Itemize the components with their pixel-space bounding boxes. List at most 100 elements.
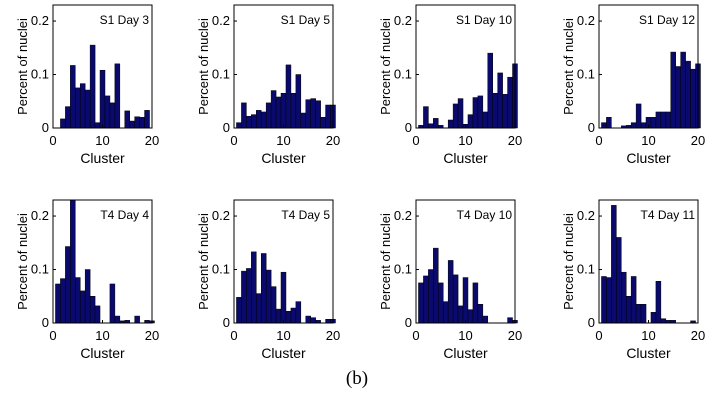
y-axis-label: Percent of nuclei <box>561 18 576 115</box>
x-tick-label: 20 <box>691 328 705 343</box>
bar <box>482 111 489 129</box>
x-axis-label: Cluster <box>443 150 488 166</box>
bar <box>428 123 434 129</box>
bar <box>492 92 498 129</box>
y-tick-label: 0 <box>405 120 412 135</box>
bar <box>260 111 267 129</box>
x-axis-label: Cluster <box>261 345 306 361</box>
bar <box>315 100 321 129</box>
bar <box>665 111 672 129</box>
x-tick-label: 0 <box>230 133 237 148</box>
bar <box>418 282 424 324</box>
bar <box>114 63 121 129</box>
y-axis-label: Percent of nuclei <box>378 213 393 310</box>
chart-panel: 0 10 20 0 0.1 0.2 S1 Day 3 Cluster Percent of nu… <box>15 4 159 166</box>
bar <box>616 237 622 324</box>
bar <box>246 115 252 129</box>
panel-title: T4 Day 5 <box>281 208 330 222</box>
y-axis-label: Percent of nuclei <box>196 213 211 310</box>
y-tick-label: 0.2 <box>577 208 595 223</box>
bar <box>99 69 106 129</box>
x-tick-label: 20 <box>145 133 159 148</box>
x-tick-label: 0 <box>595 133 602 148</box>
bar <box>601 122 607 129</box>
y-tick-label: 0.2 <box>31 208 49 223</box>
bar <box>467 309 474 324</box>
bar <box>630 122 637 129</box>
bar <box>477 304 484 324</box>
bar <box>246 268 252 324</box>
y-tick-label: 0.1 <box>212 262 230 277</box>
bar <box>139 117 145 129</box>
y-tick-label: 0.2 <box>577 13 595 28</box>
bar <box>285 64 292 129</box>
bar <box>423 106 429 129</box>
x-tick-label: 10 <box>95 133 109 148</box>
chart-panel: 0 10 20 0 0.1 0.2 T4 Day 11 Cluster Percent of n… <box>561 199 705 361</box>
bar <box>129 120 135 129</box>
bar <box>275 96 282 129</box>
chart-panel: 0 10 20 0 0.1 0.2 T4 Day 10 Cluster Percent of n… <box>378 199 522 361</box>
y-tick-label: 0 <box>405 315 412 330</box>
bar <box>433 247 439 324</box>
bar <box>472 97 479 129</box>
bar <box>70 199 76 324</box>
panel-title: S1 Day 10 <box>456 13 512 27</box>
y-tick-label: 0.1 <box>31 67 49 82</box>
bar <box>251 114 257 129</box>
bar <box>640 304 647 324</box>
x-axis-label: Cluster <box>626 345 671 361</box>
bar <box>104 95 111 129</box>
y-axis-label: Percent of nuclei <box>196 18 211 115</box>
bar <box>502 94 508 129</box>
bar <box>452 274 459 324</box>
bar <box>290 307 297 324</box>
bar <box>428 269 434 324</box>
x-tick-label: 0 <box>412 133 419 148</box>
bar <box>660 318 667 324</box>
x-tick-label: 20 <box>326 328 340 343</box>
bar <box>690 68 696 129</box>
y-tick-label: 0.1 <box>394 67 412 82</box>
bar <box>655 281 662 324</box>
bar <box>423 275 429 324</box>
bar <box>236 122 242 129</box>
x-axis-label: Cluster <box>80 150 125 166</box>
bar <box>457 305 464 324</box>
x-axis-label: Cluster <box>443 345 488 361</box>
y-axis-label: Percent of nuclei <box>15 213 30 310</box>
bar <box>606 117 612 129</box>
bar <box>660 111 667 129</box>
y-tick-label: 0.1 <box>31 262 49 277</box>
x-tick-label: 10 <box>95 328 109 343</box>
bar <box>621 271 627 324</box>
bar <box>300 112 307 129</box>
panel-title: S1 Day 3 <box>100 13 150 27</box>
x-tick-label: 20 <box>508 133 522 148</box>
bar <box>94 305 101 324</box>
bar <box>640 122 647 129</box>
bar <box>497 72 503 129</box>
x-tick-label: 20 <box>145 328 159 343</box>
bar <box>70 65 76 129</box>
bar <box>630 276 637 324</box>
bar <box>265 269 272 324</box>
bar <box>134 315 140 324</box>
bar <box>109 283 116 324</box>
bar <box>680 51 686 129</box>
bar <box>275 308 282 324</box>
bar <box>310 98 316 129</box>
bar <box>144 110 150 129</box>
bar <box>270 90 277 129</box>
figure-caption: (b) <box>345 368 369 389</box>
bar <box>79 83 86 129</box>
panel-title: S1 Day 12 <box>639 13 695 27</box>
x-tick-label: 10 <box>641 328 655 343</box>
y-axis-label: Percent of nuclei <box>378 18 393 115</box>
bar <box>260 253 267 324</box>
panel-title: T4 Day 10 <box>457 208 513 222</box>
y-tick-label: 0.1 <box>212 67 230 82</box>
bar <box>75 87 81 129</box>
x-axis-label: Cluster <box>80 345 125 361</box>
bar <box>124 110 130 129</box>
